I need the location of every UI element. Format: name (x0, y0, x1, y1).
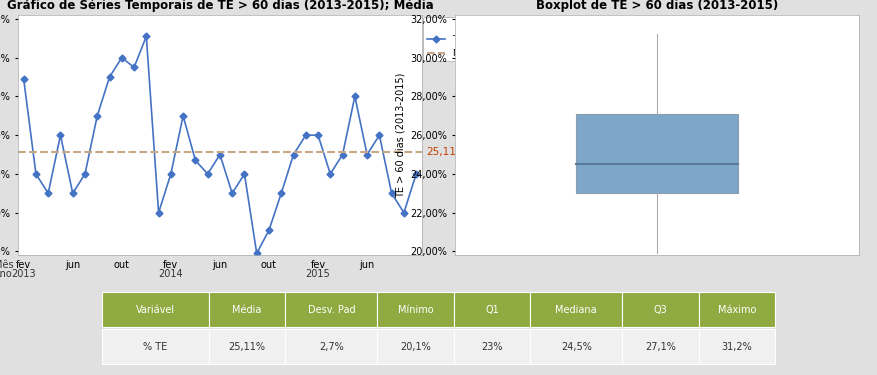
Text: Média: Média (232, 305, 262, 315)
TE > 60 dias (2013-2015) (68, 191, 78, 196)
Y-axis label: TE > 60 dias (2013-2015): TE > 60 dias (2013-2015) (396, 72, 406, 198)
Title: Boxplot de TE > 60 dias (2013-2015): Boxplot de TE > 60 dias (2013-2015) (536, 0, 778, 12)
Text: 25,11%: 25,11% (426, 147, 466, 158)
TE > 60 dias (2013-2015) (31, 172, 41, 176)
TE > 60 dias (2013-2015) (350, 94, 360, 99)
TE > 60 dias (2013-2015) (374, 133, 385, 137)
TE > 60 dias (2013-2015) (289, 152, 299, 157)
Title: Gráfico de Séries Temporais de TE > 60 dias (2013-2015); Média: Gráfico de Séries Temporais de TE > 60 d… (6, 0, 433, 12)
TE > 60 dias (2013-2015) (190, 158, 201, 163)
FancyBboxPatch shape (209, 292, 285, 327)
FancyBboxPatch shape (377, 292, 453, 327)
TE > 60 dias (2013-2015) (239, 172, 250, 176)
TE > 60 dias (2013-2015) (153, 210, 164, 215)
TE > 60 dias (2013-2015) (18, 77, 29, 81)
Text: 24,5%: 24,5% (560, 342, 592, 352)
Text: 31,2%: 31,2% (722, 342, 752, 352)
Text: Mínimo: Mínimo (398, 305, 433, 315)
Text: Mês: Mês (0, 260, 13, 270)
FancyBboxPatch shape (453, 329, 531, 364)
Text: Variável: Variável (136, 305, 175, 315)
Text: 20,1%: 20,1% (400, 342, 431, 352)
TE > 60 dias (2013-2015) (338, 152, 348, 157)
TE > 60 dias (2013-2015) (43, 191, 53, 196)
Text: Q3: Q3 (653, 305, 667, 315)
FancyBboxPatch shape (699, 292, 775, 327)
TE > 60 dias (2013-2015) (117, 56, 127, 60)
Text: 2,7%: 2,7% (319, 342, 344, 352)
TE > 60 dias (2013-2015) (129, 65, 139, 70)
TE > 60 dias (2013-2015) (276, 191, 287, 196)
Text: Q1: Q1 (485, 305, 499, 315)
TE > 60 dias (2013-2015) (203, 172, 213, 176)
FancyBboxPatch shape (531, 329, 622, 364)
FancyBboxPatch shape (531, 292, 622, 327)
Média (18, 150, 29, 154)
TE > 60 dias (2013-2015) (301, 133, 311, 137)
TE > 60 dias (2013-2015) (55, 133, 66, 137)
Text: 25,11%: 25,11% (229, 342, 266, 352)
FancyBboxPatch shape (209, 329, 285, 364)
FancyBboxPatch shape (576, 114, 738, 194)
TE > 60 dias (2013-2015) (166, 172, 176, 176)
TE > 60 dias (2013-2015) (399, 210, 410, 215)
TE > 60 dias (2013-2015) (227, 191, 238, 196)
FancyBboxPatch shape (285, 329, 377, 364)
TE > 60 dias (2013-2015) (104, 75, 115, 79)
TE > 60 dias (2013-2015) (387, 191, 397, 196)
TE > 60 dias (2013-2015) (325, 172, 336, 176)
TE > 60 dias (2013-2015) (313, 133, 324, 137)
TE > 60 dias (2013-2015) (141, 34, 152, 39)
TE > 60 dias (2013-2015) (92, 114, 103, 118)
FancyBboxPatch shape (622, 292, 699, 327)
FancyBboxPatch shape (102, 329, 209, 364)
FancyBboxPatch shape (102, 292, 209, 327)
Text: Máximo: Máximo (717, 305, 756, 315)
TE > 60 dias (2013-2015) (215, 152, 225, 157)
Text: Ano: Ano (0, 269, 13, 279)
FancyBboxPatch shape (377, 329, 453, 364)
Text: 2014: 2014 (159, 269, 183, 279)
Text: 2013: 2013 (11, 269, 36, 279)
TE > 60 dias (2013-2015) (362, 152, 373, 157)
Line: TE > 60 dias (2013-2015): TE > 60 dias (2013-2015) (21, 34, 418, 256)
TE > 60 dias (2013-2015) (178, 114, 189, 118)
Text: 2015: 2015 (306, 269, 331, 279)
Média (31, 150, 41, 154)
TE > 60 dias (2013-2015) (80, 172, 90, 176)
FancyBboxPatch shape (622, 329, 699, 364)
FancyBboxPatch shape (699, 329, 775, 364)
Text: 27,1%: 27,1% (645, 342, 676, 352)
Text: % TE: % TE (143, 342, 168, 352)
Text: Mediana: Mediana (555, 305, 597, 315)
TE > 60 dias (2013-2015) (411, 172, 422, 176)
TE > 60 dias (2013-2015) (252, 251, 262, 256)
Text: Desv. Pad: Desv. Pad (308, 305, 355, 315)
FancyBboxPatch shape (285, 292, 377, 327)
TE > 60 dias (2013-2015) (264, 228, 275, 232)
FancyBboxPatch shape (453, 292, 531, 327)
Text: 23%: 23% (481, 342, 503, 352)
Legend: TE > 60 dias (2013-2015), Média: TE > 60 dias (2013-2015), Média (423, 17, 572, 62)
